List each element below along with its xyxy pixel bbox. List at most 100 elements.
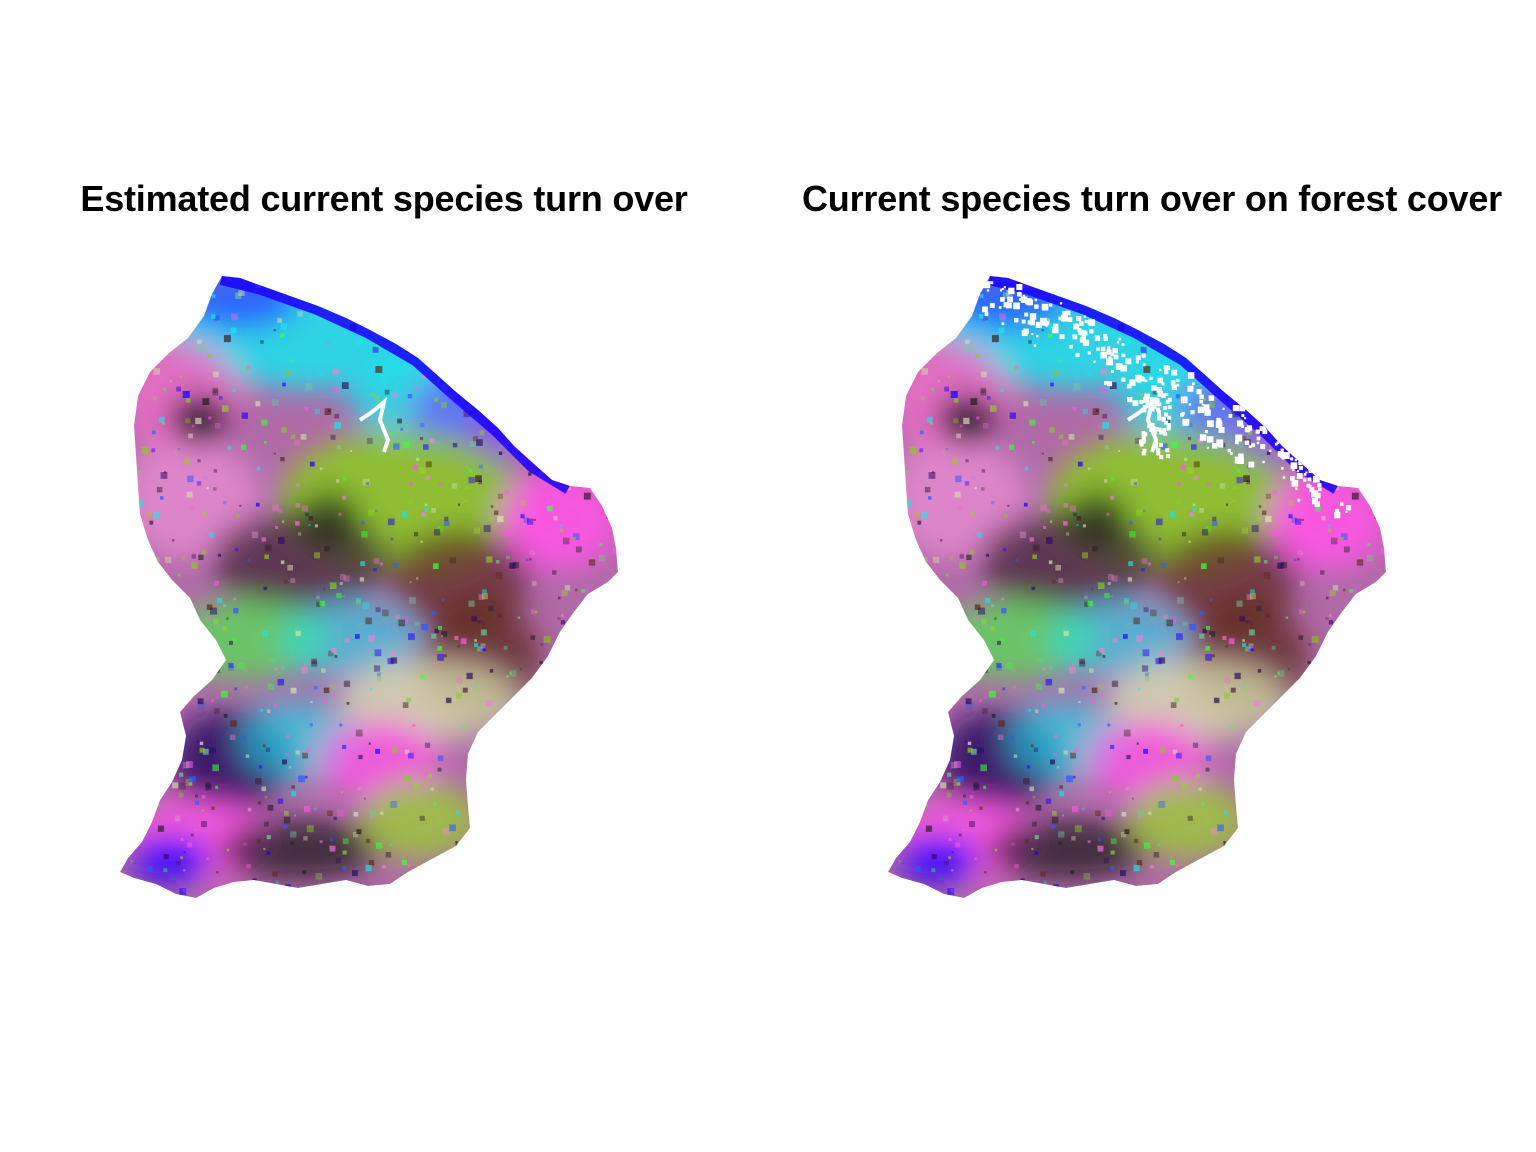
raster-cell [391,746,399,754]
raster-cell [421,512,426,517]
raster-cell [130,860,133,863]
raster-cell [275,880,279,884]
raster-cell [260,340,264,344]
raster-cell [152,797,155,800]
masked-cell [1234,456,1242,464]
raster-cell [919,687,926,694]
masked-cell [1030,320,1035,326]
raster-cell [923,802,928,807]
raster-cell [480,278,488,286]
masked-cell [1303,478,1307,482]
raster-cell [255,401,261,407]
raster-cell [151,430,156,435]
raster-cell [218,553,221,557]
raster-cell [425,461,432,468]
raster-cell [498,451,503,455]
masked-cell [1244,417,1247,420]
raster-cell [578,432,583,437]
raster-cell [362,478,370,486]
raster-cell [161,691,166,695]
raster-cell [1063,750,1068,755]
raster-cell [1032,554,1037,560]
raster-cell [1155,658,1162,665]
raster-cell [158,671,162,675]
raster-cell [1233,465,1237,469]
masked-cell [1164,370,1169,375]
raster-cell [925,576,932,583]
raster-cell [213,469,218,473]
raster-cell [301,665,308,672]
raster-cell [1327,528,1332,533]
raster-cell [343,680,351,687]
raster-cell [1364,290,1371,297]
raster-cell [966,554,972,561]
raster-cell [613,639,616,642]
raster-cell [439,336,442,340]
raster-cell [1358,874,1364,880]
raster-cell [342,744,347,750]
raster-cell [350,450,353,453]
raster-cell [321,287,324,290]
raster-cell [382,609,389,617]
raster-cell [1188,422,1193,428]
raster-cell [157,576,164,583]
raster-cell [596,629,599,632]
raster-cell [295,630,301,637]
raster-cell [1169,860,1175,866]
raster-cell [540,395,544,400]
raster-cell [264,554,269,560]
raster-cell [338,512,342,516]
masked-cell [1230,452,1233,455]
raster-cell [940,768,943,771]
masked-cell [1308,484,1312,489]
raster-cell [469,440,476,447]
raster-cell [509,317,517,325]
raster-cell [1342,835,1346,839]
raster-cell [1011,842,1015,846]
raster-cell [215,646,220,650]
raster-cell [256,466,261,471]
raster-cell [967,741,972,746]
raster-cell [1169,511,1176,518]
raster-cell [423,444,429,450]
raster-cell [560,644,567,651]
masked-cell [1106,349,1112,355]
raster-cell [187,475,194,483]
raster-cell [208,416,212,420]
raster-cell [984,598,991,604]
masked-cell [1059,334,1065,340]
raster-cell [172,782,179,789]
raster-cell [935,340,942,347]
masked-cell [1259,426,1265,431]
raster-cell [1082,524,1086,528]
raster-cell [596,766,603,773]
raster-cell [129,758,134,763]
raster-cell [1009,412,1016,419]
raster-cell [197,345,204,352]
raster-cell [213,487,217,491]
masked-cell [1006,302,1012,309]
raster-cell [897,758,902,763]
raster-cell [222,500,227,505]
raster-cell [1133,482,1137,486]
raster-cell [468,468,473,473]
raster-cell [931,868,936,873]
raster-cell [964,481,970,486]
masked-cell [1309,487,1315,492]
raster-cell [993,884,997,888]
raster-cell [1074,825,1082,833]
raster-cell [226,848,230,852]
raster-cell [1241,286,1245,290]
raster-cell [1382,716,1386,721]
raster-cell [1187,467,1194,474]
raster-cell [211,806,215,810]
raster-cell [137,346,141,350]
raster-cell [494,865,499,870]
masked-cell [1218,427,1225,433]
raster-cell [212,764,219,772]
masked-cell [1165,448,1170,453]
masked-cell [1084,319,1088,323]
raster-cell [176,860,181,865]
raster-cell [930,387,935,392]
raster-cell [974,486,977,490]
